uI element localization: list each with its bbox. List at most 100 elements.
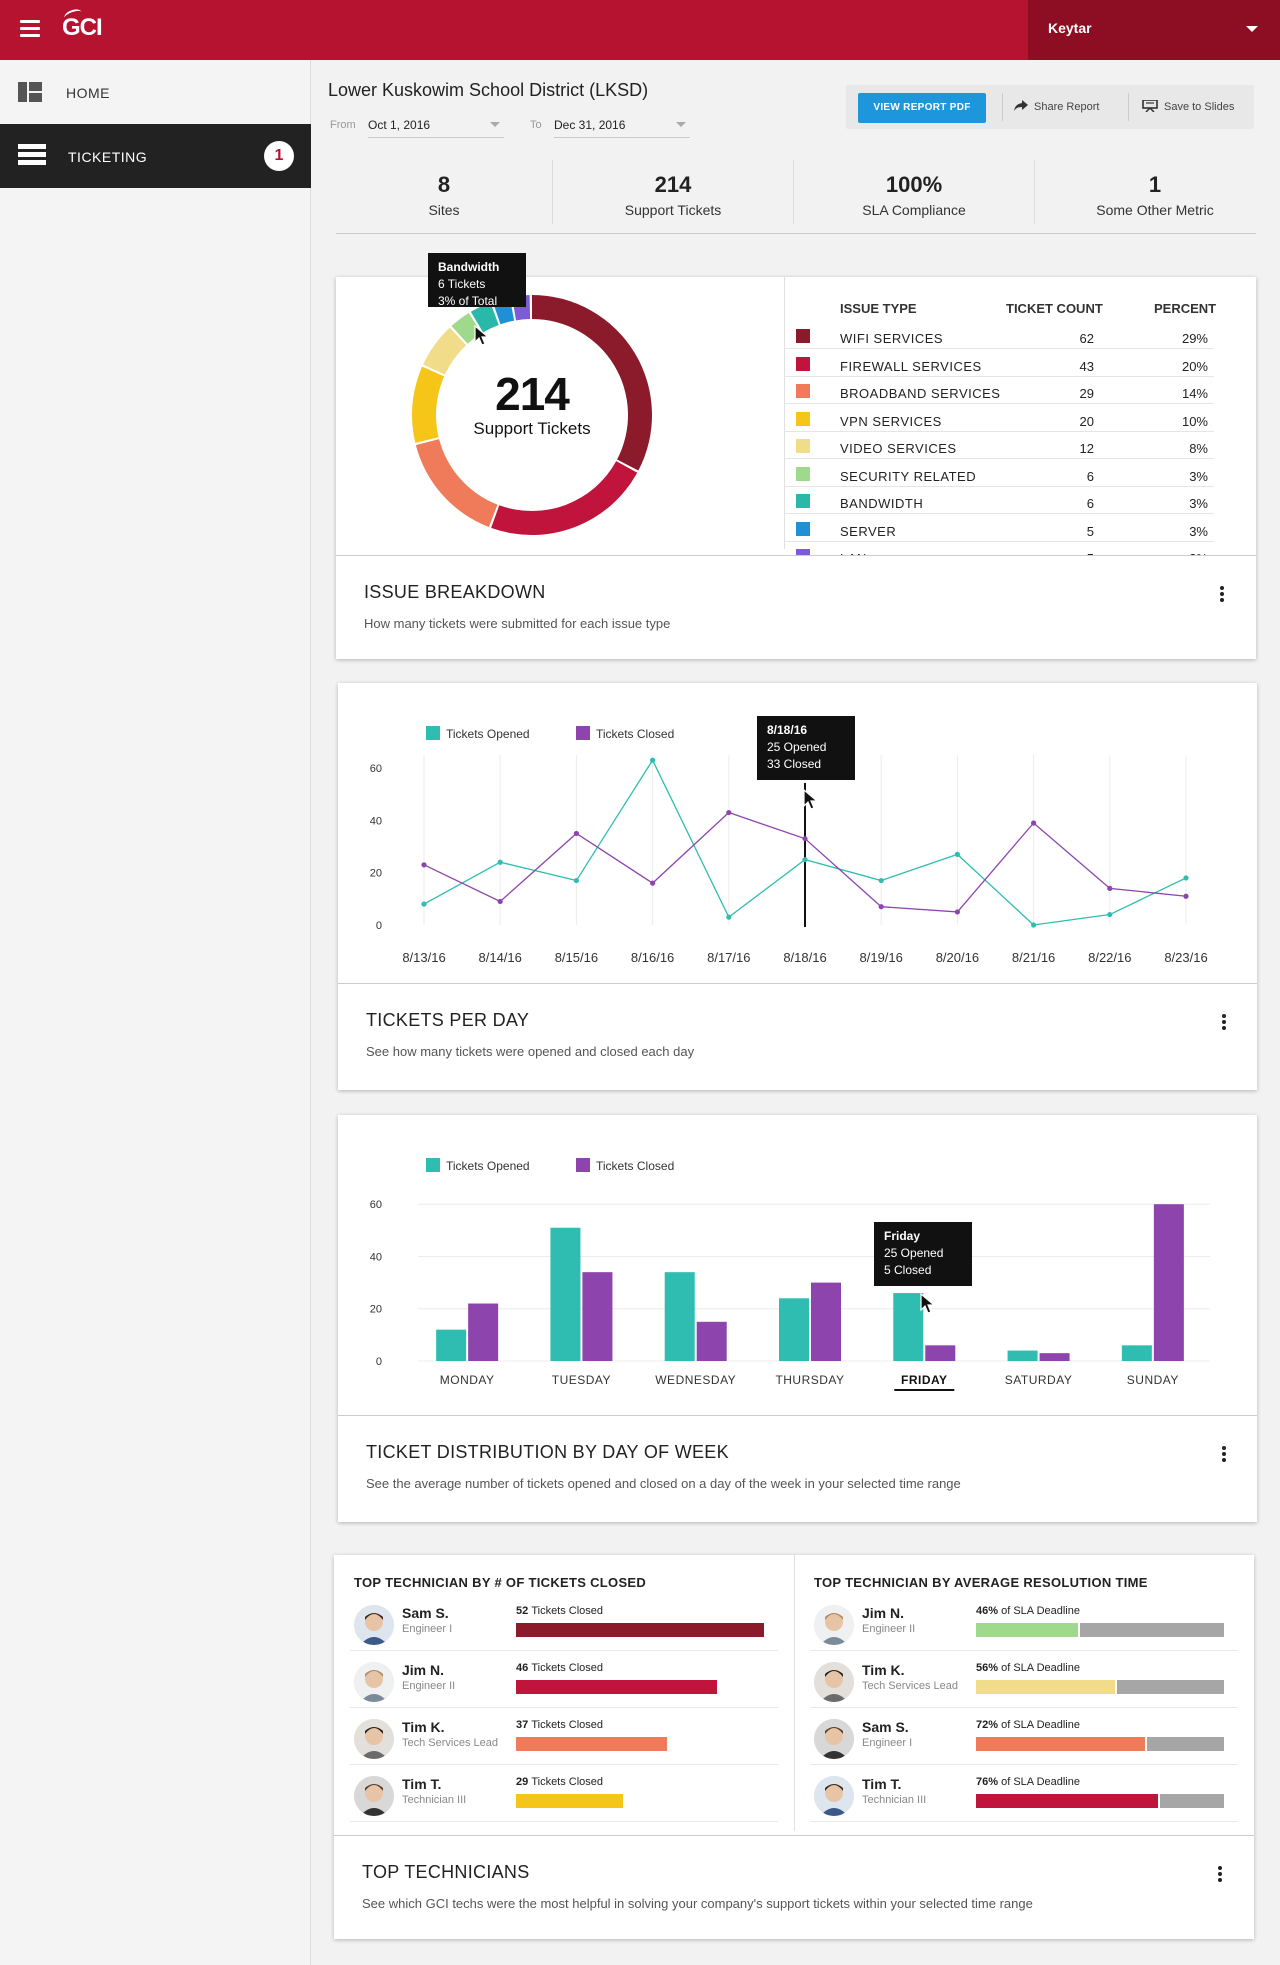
data-point[interactable]: [1031, 820, 1037, 826]
bar[interactable]: [925, 1345, 956, 1361]
data-point[interactable]: [802, 836, 808, 842]
data-point[interactable]: [497, 859, 503, 865]
data-point[interactable]: [954, 851, 961, 857]
y-tick-label: 20: [370, 868, 382, 880]
x-tick-label[interactable]: SUNDAY: [1127, 1373, 1179, 1387]
bar[interactable]: [811, 1282, 841, 1361]
x-tick-label[interactable]: TUESDAY: [552, 1373, 611, 1387]
data-point[interactable]: [1183, 893, 1189, 899]
more-options-icon[interactable]: [1218, 1012, 1230, 1034]
data-point[interactable]: [1183, 875, 1189, 881]
donut-slice[interactable]: [423, 327, 467, 375]
legend-label: Tickets Opened: [446, 1159, 530, 1173]
progress-bar: [516, 1623, 764, 1637]
from-date-select[interactable]: Oct 1, 2016: [368, 112, 504, 138]
x-tick-label[interactable]: WEDNESDAY: [655, 1373, 736, 1387]
stat-label: Support Tickets: [624, 202, 722, 218]
more-options-icon[interactable]: [1214, 1864, 1226, 1886]
data-point[interactable]: [802, 857, 808, 863]
stat-sla-compliance: 100% SLA Compliance: [794, 158, 1034, 224]
hamburger-menu-icon[interactable]: [16, 16, 48, 44]
x-tick-label[interactable]: SATURDAY: [1005, 1373, 1073, 1387]
save-to-slides-button[interactable]: Save to Slides: [1142, 95, 1234, 119]
column-header: ISSUE TYPE: [840, 301, 917, 316]
technician-row[interactable]: Sam S. Engineer I 52 Tickets Closed: [350, 1595, 778, 1651]
donut-slice[interactable]: [470, 302, 499, 333]
bar[interactable]: [664, 1272, 695, 1361]
donut-slice[interactable]: [412, 366, 445, 443]
x-tick-label[interactable]: FRIDAY: [901, 1373, 948, 1387]
data-point[interactable]: [878, 877, 884, 884]
technician-row[interactable]: Jim N. Engineer II 46% of SLA Deadline: [810, 1595, 1238, 1651]
bar[interactable]: [779, 1298, 809, 1361]
user-menu[interactable]: Keytar: [1028, 0, 1280, 60]
progress-bar: [976, 1794, 1160, 1808]
data-point[interactable]: [497, 898, 503, 905]
data-point[interactable]: [954, 909, 961, 915]
bar[interactable]: [436, 1329, 467, 1361]
x-tick-label: 8/14/16: [479, 950, 522, 965]
donut-slice[interactable]: [491, 461, 638, 535]
donut-slice[interactable]: [415, 439, 498, 527]
data-point[interactable]: [726, 809, 732, 816]
data-point[interactable]: [878, 904, 884, 910]
avatar: [814, 1776, 854, 1816]
issue-count: 20: [1079, 413, 1094, 429]
technician-name: Sam S.: [402, 1605, 449, 1621]
share-report-label: Share Report: [1034, 101, 1100, 113]
tickets-per-day-card: Tickets Opened Tickets Closed 8/13/16 8/14/…: [338, 683, 1257, 1090]
bar[interactable]: [1039, 1353, 1070, 1361]
data-point[interactable]: [650, 757, 656, 763]
metric-value: 29: [516, 1776, 529, 1788]
bar[interactable]: [1007, 1350, 1038, 1361]
mouse-cursor-icon: [920, 1293, 936, 1314]
data-point[interactable]: [421, 862, 427, 868]
y-tick-label: 40: [370, 815, 382, 827]
bar[interactable]: [1153, 1204, 1184, 1361]
x-tick-label[interactable]: MONDAY: [440, 1373, 495, 1387]
view-report-pdf-button[interactable]: VIEW REPORT PDF: [858, 93, 986, 123]
share-report-button[interactable]: Share Report: [1014, 95, 1099, 119]
issue-row: BANDWIDTH 6 3%: [784, 486, 1214, 514]
sidebar-item-ticketing[interactable]: TICKETING 1: [0, 124, 311, 188]
bar[interactable]: [696, 1321, 727, 1361]
avatar: [354, 1662, 394, 1702]
metric-value: 52: [516, 1605, 529, 1617]
x-tick-label[interactable]: THURSDAY: [775, 1373, 844, 1387]
technician-row[interactable]: Tim T. Technician III 29 Tickets Closed: [350, 1766, 778, 1822]
bar[interactable]: [550, 1227, 581, 1361]
bar[interactable]: [1121, 1345, 1152, 1361]
avatar: [354, 1776, 394, 1816]
more-options-icon[interactable]: [1216, 584, 1228, 606]
line-tooltip: 8/18/16 25 Opened 33 Closed: [757, 716, 855, 780]
card-footer: TOP TECHNICIANS See which GCI techs were…: [334, 1835, 1254, 1939]
data-point[interactable]: [573, 877, 579, 884]
technician-row[interactable]: Tim K. Tech Services Lead 37 Tickets Close…: [350, 1709, 778, 1765]
technician-row[interactable]: Jim N. Engineer II 46 Tickets Closed: [350, 1652, 778, 1708]
x-tick-label: 8/19/16: [860, 950, 903, 965]
column-header: TICKET COUNT: [1006, 301, 1103, 316]
bar[interactable]: [468, 1303, 499, 1361]
bar[interactable]: [582, 1272, 613, 1361]
data-point[interactable]: [1031, 922, 1037, 928]
stat-sites: 8 Sites: [336, 158, 552, 224]
donut-slice[interactable]: [451, 312, 482, 344]
bar[interactable]: [893, 1293, 924, 1361]
donut-slice[interactable]: [532, 295, 652, 471]
data-point[interactable]: [1107, 911, 1113, 918]
technician-row[interactable]: Tim T. Technician III 76% of SLA Deadline: [810, 1766, 1238, 1822]
data-point[interactable]: [573, 830, 579, 837]
more-options-icon[interactable]: [1218, 1444, 1230, 1466]
technician-row[interactable]: Tim K. Tech Services Lead 56% of SLA Deadl…: [810, 1652, 1238, 1708]
technician-row[interactable]: Sam S. Engineer I 72% of SLA Deadline: [810, 1709, 1238, 1765]
to-date-select[interactable]: Dec 31, 2016: [554, 112, 690, 138]
issue-row: WIFI SERVICES 62 29%: [784, 321, 1214, 349]
gci-logo[interactable]: GCI: [62, 7, 103, 42]
data-point[interactable]: [726, 914, 732, 920]
technician-role: Engineer I: [402, 1623, 453, 1635]
data-point[interactable]: [650, 880, 656, 886]
data-point[interactable]: [1107, 885, 1113, 891]
donut-tooltip: Bandwidth 6 Tickets 3% of Total: [428, 253, 526, 307]
sidebar-item-home[interactable]: HOME: [0, 60, 311, 124]
data-point[interactable]: [421, 901, 427, 907]
